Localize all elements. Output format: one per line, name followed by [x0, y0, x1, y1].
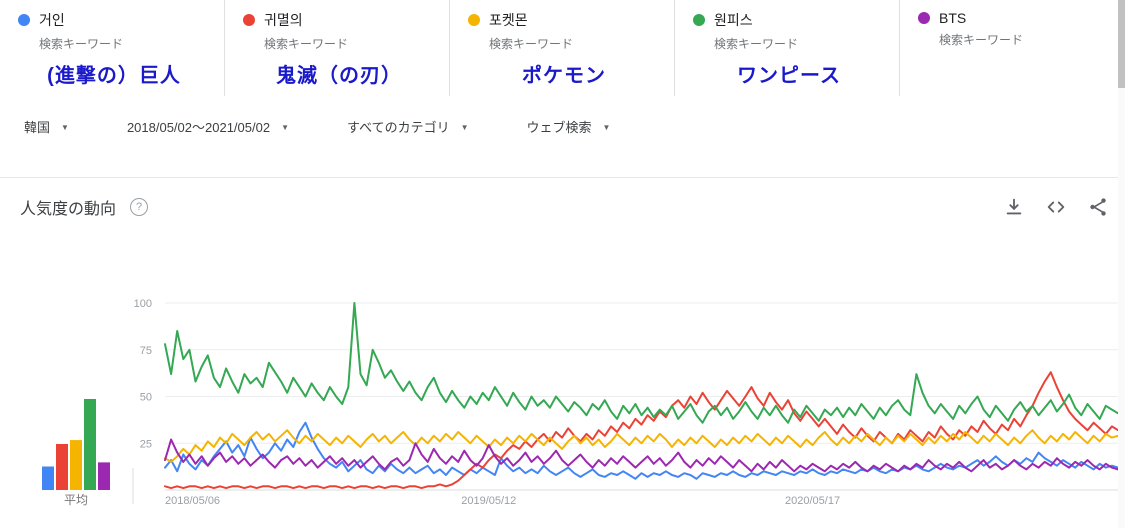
keyword-type-label: 検索キーワード [489, 37, 574, 51]
trend-line-포켓몬[interactable] [164, 429, 1119, 463]
keyword-type-label: 検索キーワード [39, 37, 124, 51]
filter-country[interactable]: 韓国 [24, 117, 69, 136]
filter-category[interactable]: すべてのカテゴリ [347, 117, 469, 136]
keyword-card-giant[interactable]: 거인 検索キーワード (進撃の）巨人 [0, 0, 225, 96]
keyword-card-pokemon[interactable]: 포켓몬 検索キーワード ポケモン [450, 0, 675, 96]
keyword-annotation: ワンピース [737, 65, 841, 87]
filter-date-range-value: 2018/05/02～2021/05/02 [126, 120, 271, 135]
x-axis-label: 2019/05/12 [461, 495, 516, 507]
average-bar-거인 [42, 466, 54, 490]
average-axis-label: 平均 [64, 493, 88, 507]
keyword-term: 귀멸의 [264, 12, 303, 28]
download-icon[interactable] [1003, 196, 1025, 218]
chevron-down-icon [61, 119, 69, 134]
average-bar-귀멸의 [56, 443, 68, 490]
chart-actions [1003, 196, 1109, 218]
trend-line-거인[interactable] [164, 421, 1119, 480]
y-axis-label: 50 [140, 392, 152, 404]
trend-chart[interactable]: 25 50 75 100 2018/05/06 2019/05/12 2020/05/17 平… [0, 236, 1125, 528]
keyword-annotation: ポケモン [522, 65, 606, 87]
x-axis-label: 2020/05/17 [785, 495, 840, 507]
keyword-comparison-bar: 거인 検索キーワード (進撃の）巨人 귀멸의 検索キーワード 鬼滅（の刃） 포켓… [0, 0, 1125, 96]
keyword-annotation: 鬼滅（の刃） [276, 65, 402, 87]
keyword-card-onepiece[interactable]: 원피스 検索キーワード ワンピース [675, 0, 900, 96]
keyword-term: 원피스 [714, 12, 753, 28]
keyword-card-kimetsu[interactable]: 귀멸의 検索キーワード 鬼滅（の刃） [225, 0, 450, 96]
keyword-type-label: 検索キーワード [714, 37, 799, 51]
filter-search-type[interactable]: ウェブ検索 [527, 117, 611, 136]
scrollbar-thumb[interactable] [1118, 0, 1125, 88]
keyword-color-dot-icon [468, 14, 480, 26]
chart-card-header: 人気度の動向 [0, 178, 1125, 236]
help-icon[interactable] [130, 198, 149, 216]
keyword-term: BTS [939, 10, 967, 26]
chevron-down-icon [281, 119, 289, 134]
keyword-term: 포켓몬 [489, 12, 528, 28]
keyword-type-label: 検索キーワード [939, 33, 1024, 47]
average-bar-포켓몬 [70, 440, 82, 490]
y-axis-label: 100 [134, 298, 152, 310]
keyword-type-label: 検索キーワード [264, 37, 349, 51]
trend-line-BTS[interactable] [164, 438, 1119, 473]
section-divider [0, 177, 1125, 178]
keyword-color-dot-icon [693, 14, 705, 26]
section-title: 人気度の動向 [20, 201, 117, 218]
keyword-card-bts[interactable]: BTS 検索キーワード [900, 0, 1125, 96]
chevron-down-icon [461, 119, 469, 134]
average-bar-원피스 [84, 398, 96, 490]
keyword-color-dot-icon [18, 14, 30, 26]
average-bar-BTS [98, 462, 110, 490]
y-axis-label: 75 [140, 345, 152, 357]
keyword-annotation: (進撃の）巨人 [47, 65, 181, 87]
trend-line-귀멸의[interactable] [164, 371, 1119, 490]
keyword-color-dot-icon [918, 12, 930, 24]
share-icon[interactable] [1087, 196, 1109, 218]
filter-country-value: 韓国 [24, 120, 51, 135]
keyword-term: 거인 [39, 12, 65, 28]
y-axis-label: 25 [140, 438, 152, 450]
filter-bar: 韓国 2018/05/02～2021/05/02 すべてのカテゴリ ウェブ検索 [0, 96, 1125, 177]
filter-date-range[interactable]: 2018/05/02～2021/05/02 [127, 117, 289, 136]
scrollbar[interactable] [1118, 0, 1125, 528]
embed-icon[interactable] [1045, 196, 1067, 218]
chevron-down-icon [603, 119, 611, 134]
filter-search-type-value: ウェブ検索 [526, 120, 592, 135]
x-axis-label: 2018/05/06 [165, 495, 220, 507]
trend-line-원피스[interactable] [164, 302, 1119, 424]
keyword-color-dot-icon [243, 14, 255, 26]
filter-category-value: すべてのカテゴリ [347, 120, 450, 135]
